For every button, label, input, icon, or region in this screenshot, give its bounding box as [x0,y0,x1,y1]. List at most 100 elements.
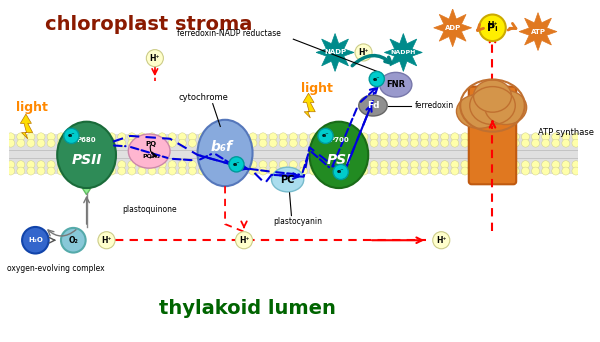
Circle shape [218,133,227,141]
Text: H⁺: H⁺ [239,236,249,245]
Circle shape [279,161,287,169]
Circle shape [521,139,529,147]
Text: H⁺: H⁺ [101,236,112,245]
Text: H⁺: H⁺ [436,236,446,245]
Circle shape [37,161,45,169]
Circle shape [562,167,570,175]
Circle shape [400,161,409,169]
Circle shape [67,133,75,141]
Circle shape [47,161,55,169]
Text: O₂: O₂ [68,236,78,245]
Circle shape [279,139,287,147]
Circle shape [98,167,106,175]
Circle shape [27,133,35,141]
Circle shape [320,167,328,175]
Text: PSI: PSI [326,153,352,167]
Polygon shape [316,34,354,71]
Circle shape [511,161,520,169]
Circle shape [562,133,570,141]
Circle shape [441,161,449,169]
Circle shape [471,139,479,147]
Circle shape [441,139,449,147]
Circle shape [400,167,409,175]
Text: ferredoxin-NADP reductase: ferredoxin-NADP reductase [177,29,281,38]
Circle shape [107,139,116,147]
Circle shape [289,139,298,147]
Circle shape [471,133,479,141]
Circle shape [88,167,95,175]
Circle shape [57,167,65,175]
Circle shape [57,139,65,147]
Circle shape [471,167,479,175]
Circle shape [146,50,163,67]
Circle shape [451,161,459,169]
Circle shape [22,227,49,253]
Circle shape [77,133,85,141]
Ellipse shape [128,134,170,168]
Polygon shape [519,13,557,51]
Circle shape [481,161,489,169]
Circle shape [178,167,186,175]
Circle shape [199,161,206,169]
Circle shape [451,133,459,141]
Circle shape [168,161,176,169]
Circle shape [542,139,550,147]
Circle shape [218,161,227,169]
Circle shape [532,161,539,169]
Text: Pᵢ: Pᵢ [487,23,498,33]
Circle shape [390,139,398,147]
Circle shape [269,133,277,141]
Polygon shape [20,114,32,139]
Circle shape [47,133,55,141]
FancyBboxPatch shape [469,87,516,184]
Circle shape [229,133,237,141]
Circle shape [491,139,499,147]
Text: ADP: ADP [445,25,461,31]
Circle shape [27,167,35,175]
Circle shape [340,133,348,141]
Circle shape [330,133,338,141]
Circle shape [218,139,227,147]
Circle shape [461,133,469,141]
Circle shape [330,167,338,175]
Circle shape [360,133,368,141]
Circle shape [239,167,247,175]
Circle shape [229,167,237,175]
Circle shape [491,133,499,141]
Polygon shape [73,174,100,195]
Circle shape [118,161,126,169]
Text: e⁻: e⁻ [337,169,344,174]
Circle shape [431,139,439,147]
Circle shape [249,167,257,175]
Circle shape [107,133,116,141]
Circle shape [340,139,348,147]
Circle shape [484,17,501,35]
Text: e⁻: e⁻ [322,133,329,139]
Text: PQH₂: PQH₂ [142,153,160,158]
Circle shape [259,161,267,169]
Circle shape [320,139,328,147]
Circle shape [562,139,570,147]
Circle shape [299,161,307,169]
Circle shape [511,139,520,147]
Circle shape [188,133,196,141]
Circle shape [451,139,459,147]
Circle shape [542,167,550,175]
Circle shape [350,161,358,169]
Circle shape [299,133,307,141]
Circle shape [410,161,418,169]
Circle shape [360,167,368,175]
Text: e⁻: e⁻ [233,162,240,167]
Circle shape [542,161,550,169]
Circle shape [431,133,439,141]
Circle shape [188,161,196,169]
Circle shape [333,165,349,180]
Circle shape [410,133,418,141]
Text: H⁺: H⁺ [149,54,160,63]
Circle shape [400,139,409,147]
Circle shape [148,167,156,175]
Circle shape [269,161,277,169]
Circle shape [380,139,388,147]
Circle shape [98,139,106,147]
Circle shape [168,133,176,141]
